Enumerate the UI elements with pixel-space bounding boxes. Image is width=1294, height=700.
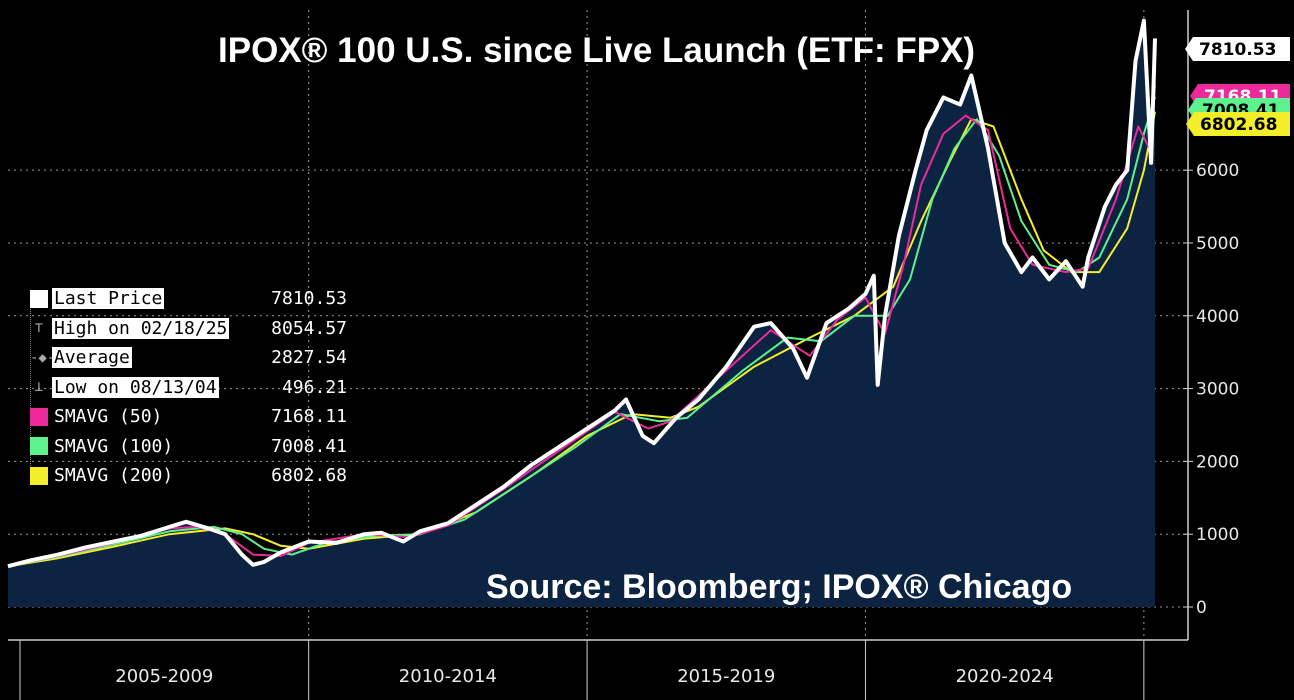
legend-tree-line <box>30 298 32 468</box>
y-tick-label: 1000 <box>1196 525 1239 545</box>
legend-value: 6802.68 <box>271 465 347 487</box>
series-lines <box>7 18 1157 569</box>
y-tick-label: 6000 <box>1196 161 1239 181</box>
square-icon <box>30 289 48 308</box>
x-period-label: 2010-2014 <box>399 666 497 687</box>
series-line-smavg-200- <box>7 111 1156 568</box>
legend-row-smavg-100[interactable]: SMAVG (100) 7008.41 <box>12 432 347 462</box>
legend-row-high[interactable]: ⊤ High on 02/18/25 8054.57 <box>12 314 347 344</box>
legend-label: High on 02/18/25 <box>52 317 230 339</box>
series-line-smavg-100- <box>7 96 1156 568</box>
value-flag: 7810.53 <box>1185 37 1290 61</box>
legend-row-average[interactable]: -◆- Average 2827.54 <box>12 343 347 373</box>
legend-label: SMAVG (200) <box>52 465 176 487</box>
low-marker-icon: ⊥ <box>34 379 44 396</box>
x-period-label: 2015-2019 <box>677 666 775 687</box>
legend-row-smavg-50[interactable]: SMAVG (50) 7168.11 <box>12 402 347 432</box>
y-axis: 0 1000 2000 3000 4000 5000 6000 <box>1183 10 1239 640</box>
value-flag-bg <box>1186 112 1290 136</box>
value-flag-bg <box>1185 37 1290 61</box>
value-flag-text: 6802.68 <box>1200 115 1277 135</box>
price-area-fill <box>8 20 1155 608</box>
legend-value: 7168.11 <box>271 406 347 428</box>
legend-label: Average <box>52 347 132 369</box>
value-flag-text: 7810.53 <box>1199 40 1276 60</box>
legend-value: 7810.53 <box>271 288 347 310</box>
high-marker-icon: ⊤ <box>34 320 44 337</box>
square-icon <box>30 407 48 426</box>
legend-row-last-price[interactable]: Last Price 7810.53 <box>12 284 347 314</box>
legend-label: Low on 08/13/04 <box>52 376 219 398</box>
legend-value: 2827.54 <box>271 347 347 369</box>
square-icon <box>30 437 48 456</box>
y-tick-label: 2000 <box>1196 452 1239 472</box>
y-tick-label: 4000 <box>1196 307 1239 327</box>
average-marker-icon: -◆- <box>30 349 56 366</box>
legend-value: 496.21 <box>281 376 347 398</box>
legend-row-smavg-200[interactable]: SMAVG (200) 6802.68 <box>12 461 347 491</box>
y-tick-label: 5000 <box>1196 234 1239 254</box>
legend-label: SMAVG (50) <box>52 406 165 428</box>
y-tick-label: 0 <box>1196 598 1207 618</box>
legend-label: Last Price <box>52 288 165 310</box>
legend: Last Price 7810.53 ⊤ High on 02/18/25 80… <box>12 284 347 491</box>
chart-title: IPOX® 100 U.S. since Live Launch (ETF: F… <box>218 31 975 70</box>
y-tick-label: 3000 <box>1196 380 1239 400</box>
source-note: Source: Bloomberg; IPOX® Chicago <box>486 568 1072 606</box>
series-line-last-price <box>7 18 1157 569</box>
value-flag: 6802.68 <box>1186 112 1290 136</box>
legend-value: 8054.57 <box>271 317 347 339</box>
legend-label: SMAVG (100) <box>52 435 176 457</box>
x-period-label: 2020-2024 <box>956 666 1054 687</box>
legend-value: 7008.41 <box>271 435 347 457</box>
square-icon <box>30 466 48 485</box>
x-period-label: 2005-2009 <box>115 666 213 687</box>
x-axis: 2005-2009 2010-2014 2015-2019 2020-2024 <box>8 639 1188 700</box>
legend-row-low[interactable]: ⊥ Low on 08/13/04 496.21 <box>12 373 347 403</box>
